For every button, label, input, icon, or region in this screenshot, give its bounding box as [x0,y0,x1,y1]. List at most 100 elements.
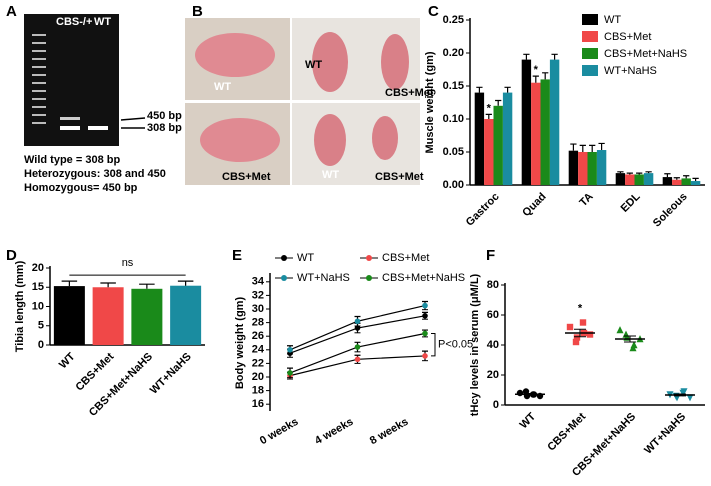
error-bar [542,72,549,80]
photo-caption: WT [322,169,339,181]
bar [662,177,673,185]
bar [681,178,691,185]
x-tick-label: 4 weeks [313,416,356,447]
x-tick-label: EDL [619,190,643,214]
x-tick-label: CBS+Met [545,410,588,453]
y-tick-label: 80 [487,279,499,291]
x-tick-label: WT [518,410,539,431]
bar [540,79,550,185]
legend-label: WT [604,14,621,26]
error-bar [626,172,633,175]
error-bar [485,113,492,119]
error-bar [674,393,686,397]
legend-marker [281,275,287,281]
error-bar [61,280,78,287]
bar [672,179,682,185]
error-bar [524,392,536,396]
legend-label: CBS+Met+NaHS [382,272,465,284]
y-tick-label: 0.05 [443,146,464,158]
photo-caption: WT [305,59,322,71]
error-bar [579,144,586,152]
dot [622,330,630,338]
point [354,325,361,331]
gel-note: Homozygous= 450 bp [24,182,138,194]
bar [587,152,597,185]
annotation: * [487,102,492,114]
band-label: 308 bp [147,122,182,134]
error-bar [683,175,690,179]
band-label: 450 bp [147,110,182,122]
y-axis-label: Body weight (gm) [234,297,246,390]
point [422,313,428,319]
dot [579,319,587,326]
legend-label: WT+NaHS [297,272,350,284]
error-bar [100,282,116,288]
bracket [431,332,436,357]
error-bar [532,75,539,83]
point [287,347,293,353]
error-bar [139,283,155,289]
legend-label: CBS+Met+NaHS [604,48,687,60]
y-tick-label: 20 [487,369,499,381]
error-bar [664,173,671,178]
bar [474,92,485,185]
dot [572,338,580,346]
arrow [120,117,146,121]
y-tick-label: 18 [252,385,264,397]
legend-swatch [582,65,598,76]
bar [615,173,626,185]
legend-marker [366,275,372,281]
dot [686,394,694,402]
y-tick-label: 30 [252,303,264,315]
error-bar [645,171,652,174]
bar [170,285,202,345]
legend-marker [281,255,287,261]
point [422,302,428,309]
legend-label: CBS+Met [604,31,651,43]
y-tick-label: 0.20 [443,47,464,59]
legend-label: WT [297,252,314,264]
y-tick-label: 0 [493,399,499,411]
bar [596,150,607,185]
ladder [32,34,46,124]
point [354,356,361,363]
x-tick-label: WT+NaHS [148,351,194,397]
legend-swatch [582,48,598,59]
photo-detail [372,116,398,160]
photo-detail [200,118,280,162]
error-bar [495,99,502,106]
dot [629,344,637,352]
y-tick-label: 0.10 [443,113,464,125]
bar [531,82,541,185]
photo-detail [381,34,409,90]
bar [493,105,503,185]
y-tick-label: 34 [252,276,265,288]
bar [92,287,124,345]
x-tick-label: Gastroc [464,191,502,229]
y-tick-label: 0.15 [443,80,464,92]
annotation: * [534,64,539,76]
annotation: * [578,302,583,314]
bar [549,59,560,185]
bar [634,174,644,185]
lane-label: CBS-/+ [56,16,92,28]
x-tick-label: TA [577,191,595,209]
error-bar [624,335,636,343]
x-tick-label: 8 weeks [368,416,411,447]
panel-label: C [428,3,439,20]
x-tick-label: Soleous [651,191,690,230]
legend-label: CBS+Met [382,252,429,264]
error-bar [598,142,605,151]
panel-label: D [6,247,17,264]
error-bar [570,143,577,151]
line [289,332,426,374]
x-tick-label: 0 weeks [258,416,301,447]
panel-label: A [6,3,17,20]
y-axis-label: Muscle weight (gm) [424,51,436,153]
bar [484,119,494,185]
gel-note: Heterozygous: 308 and 450 [24,168,166,180]
gel-band [60,126,80,130]
point [422,330,428,337]
error-bar [504,86,511,93]
y-tick-label: 22 [252,357,264,369]
